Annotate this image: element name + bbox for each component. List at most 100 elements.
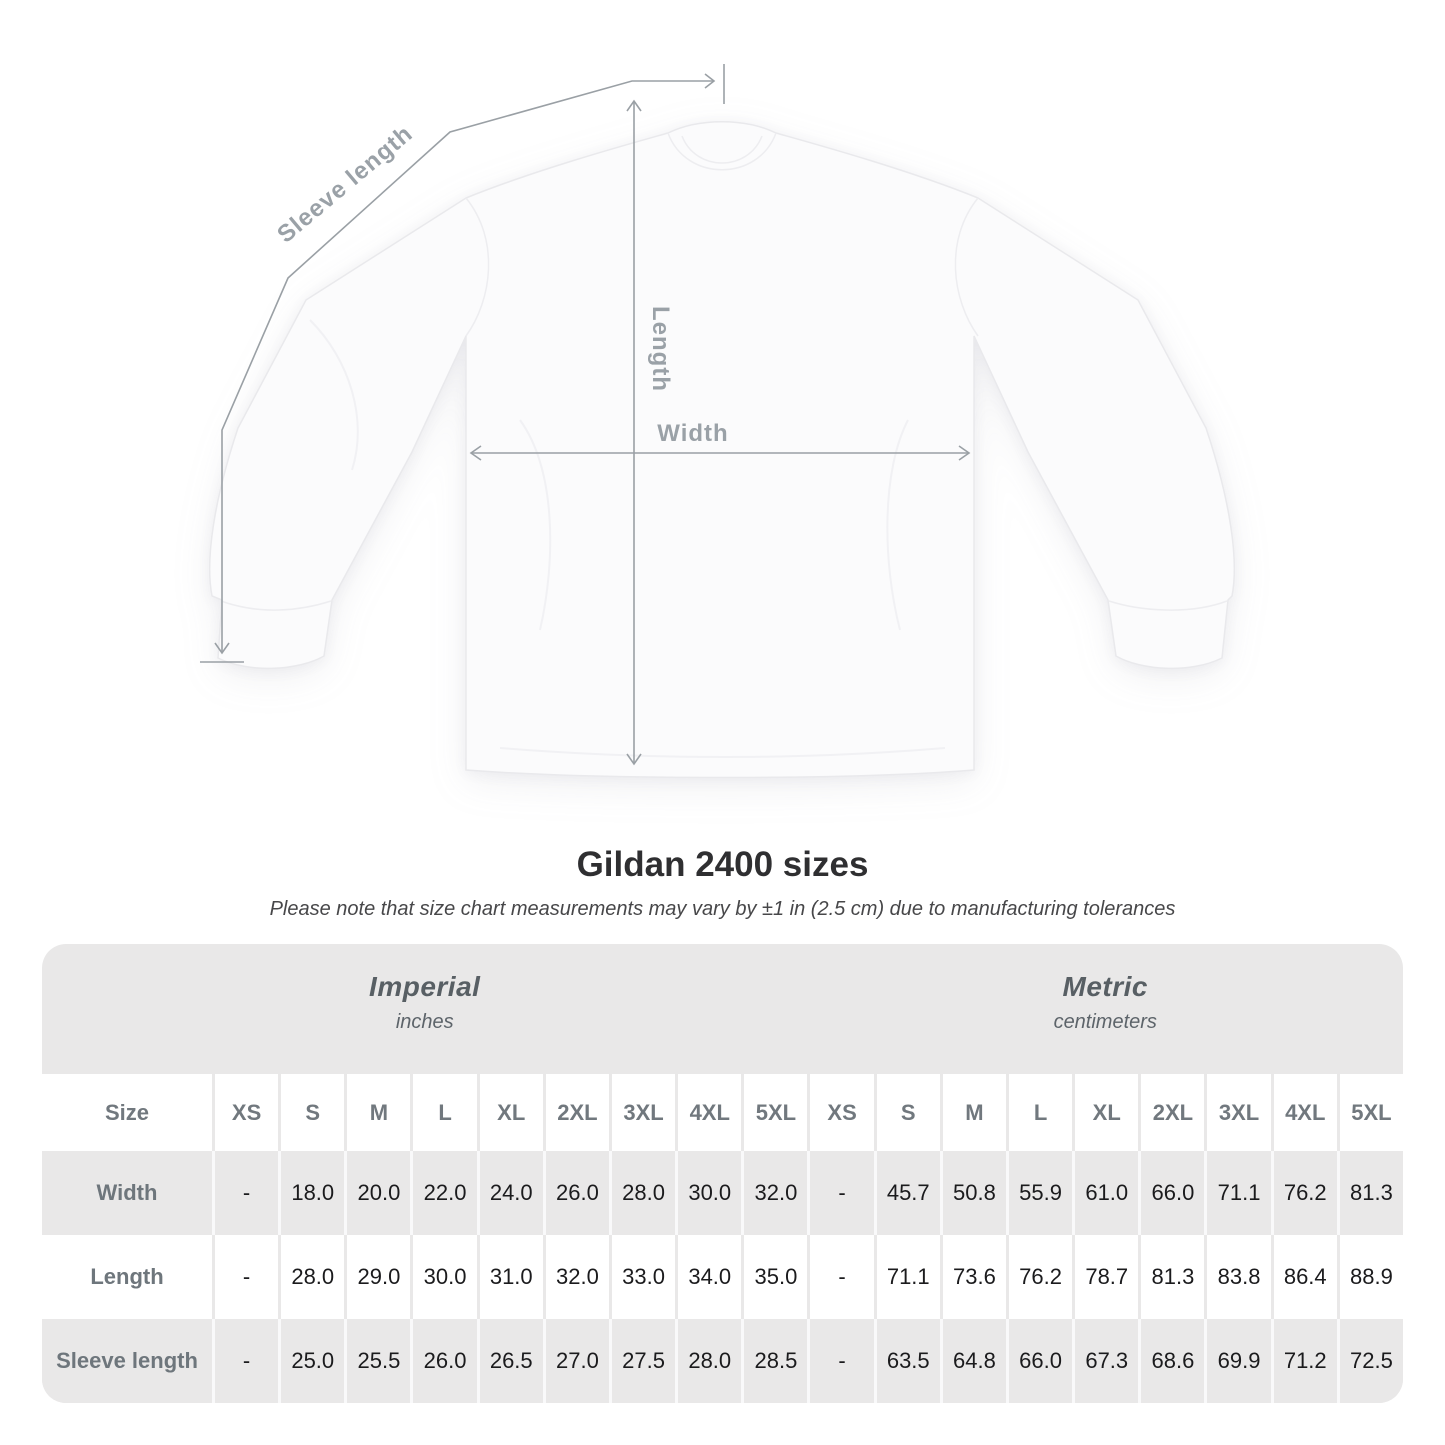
value-cell: 55.9: [1005, 1151, 1072, 1235]
value-cell: 71.2: [1270, 1319, 1337, 1403]
value-cell: 72.5: [1336, 1319, 1403, 1403]
size-column-header: 2XL: [542, 1074, 609, 1151]
value-cell: 88.9: [1336, 1235, 1403, 1319]
value-cell: 45.7: [873, 1151, 940, 1235]
value-cell: 26.0: [410, 1319, 476, 1403]
size-table: Imperial inches Metric centimeters Size …: [42, 944, 1403, 1403]
row-label: Length: [90, 1264, 164, 1289]
value-cell: 31.0: [476, 1235, 543, 1319]
length-label: Length: [647, 306, 674, 392]
imperial-group-title: Imperial: [369, 971, 481, 1002]
value-cell: 28.5: [741, 1319, 807, 1403]
width-arrowhead-right: [958, 445, 971, 461]
measurement-row: Width -18.0 20.0 22.0 24.0 26.0 28.0 30.0 32.0-4…: [42, 1151, 1403, 1235]
width-label: Width: [657, 420, 728, 447]
size-column-header: 3XL: [1204, 1074, 1270, 1151]
value-cell: 67.3: [1072, 1319, 1138, 1403]
width-arrowhead-left: [469, 445, 482, 461]
metric-group-header: Metric centimeters: [808, 944, 1404, 1074]
sleeve-measure-line: [221, 80, 714, 652]
right-cuff-seam: [1108, 600, 1228, 611]
length-arrowhead-up: [626, 99, 642, 112]
value-cell: 83.8: [1204, 1235, 1270, 1319]
tolerance-note: Please note that size chart measurements…: [269, 897, 1176, 920]
value-cell: 26.0: [542, 1151, 609, 1235]
value-cell: 76.2: [1270, 1151, 1337, 1235]
sleeve-arrowhead-down: [214, 642, 230, 655]
shirt-illustration: [208, 121, 1236, 779]
collar-inner: [681, 135, 763, 164]
caption: Gildan 2400 sizes Please note that size …: [0, 845, 1445, 921]
measurement-row: Sleeve length -25.0 25.5 26.0 26.5 27.0 27.5 28…: [42, 1319, 1403, 1403]
measurement-row: Length -28.0 29.0 30.0 31.0 32.0 33.0 34.0 35.0-…: [42, 1235, 1403, 1319]
left-armhole-seam: [465, 197, 490, 337]
shirt-body: [208, 121, 1236, 779]
width-measure: Width: [469, 420, 971, 461]
sleeve-fold: [309, 319, 359, 471]
value-cell: 78.7: [1072, 1235, 1138, 1319]
body-fold-right: [886, 419, 909, 631]
left-cuff-seam: [220, 600, 332, 611]
size-column-header: XL: [476, 1074, 543, 1151]
size-column-header: 4XL: [1270, 1074, 1337, 1151]
value-cell: 63.5: [873, 1319, 940, 1403]
value-cell: 27.0: [542, 1319, 609, 1403]
value-cell: 76.2: [1005, 1235, 1072, 1319]
size-column-header: 2XL: [1138, 1074, 1204, 1151]
value-cell: 86.4: [1270, 1235, 1337, 1319]
size-column-header: XS: [212, 1074, 278, 1151]
value-cell: 66.0: [1138, 1151, 1204, 1235]
value-cell: 18.0: [278, 1151, 344, 1235]
size-column-header: S: [873, 1074, 940, 1151]
length-arrowhead-down: [626, 753, 642, 766]
value-cell: 28.0: [278, 1235, 344, 1319]
value-cell: 30.0: [410, 1235, 476, 1319]
value-cell: 26.5: [476, 1319, 543, 1403]
right-armhole-seam: [954, 197, 979, 337]
size-column-header: 5XL: [1336, 1074, 1403, 1151]
value-cell: 29.0: [344, 1235, 410, 1319]
value-cell: 25.0: [278, 1319, 344, 1403]
size-header-row: Size XS S M L XL 2XL 3XL 4XL 5XL XS S M L XL 2XL 3XL 4XL…: [42, 1074, 1403, 1151]
page-title: Gildan 2400 sizes: [576, 845, 869, 884]
shirt-diagram: Sleeve length Length Width: [200, 64, 1236, 779]
length-measure: Length: [626, 99, 674, 766]
value-cell: -: [807, 1235, 873, 1319]
body-fold-left: [519, 419, 552, 631]
value-cell: 73.6: [939, 1235, 1006, 1319]
value-cell: -: [807, 1319, 873, 1403]
value-cell: 27.5: [608, 1319, 675, 1403]
imperial-group-header: Imperial inches: [42, 944, 808, 1074]
value-cell: 24.0: [476, 1151, 543, 1235]
value-cell: 30.0: [675, 1151, 741, 1235]
size-column-header: 4XL: [675, 1074, 741, 1151]
value-cell: 68.6: [1138, 1319, 1204, 1403]
value-cell: 64.8: [939, 1319, 1006, 1403]
value-cell: 28.0: [675, 1319, 741, 1403]
value-cell: 71.1: [1204, 1151, 1270, 1235]
metric-group-title: Metric: [1062, 971, 1148, 1002]
size-column-header: M: [344, 1074, 410, 1151]
size-column-header: L: [1005, 1074, 1072, 1151]
value-cell: -: [212, 1151, 278, 1235]
value-cell: 66.0: [1005, 1319, 1072, 1403]
value-cell: 34.0: [675, 1235, 741, 1319]
size-header-label: Size: [104, 1099, 150, 1125]
value-cell: 33.0: [608, 1235, 675, 1319]
metric-group-unit: centimeters: [1053, 1011, 1157, 1033]
row-label: Sleeve length: [56, 1348, 198, 1373]
value-cell: 25.5: [344, 1319, 410, 1403]
value-cell: 50.8: [939, 1151, 1006, 1235]
size-column-header: M: [939, 1074, 1006, 1151]
size-column-header: 5XL: [741, 1074, 807, 1151]
size-column-header: XS: [807, 1074, 873, 1151]
hem-fold: [499, 747, 946, 758]
size-column-header: XL: [1072, 1074, 1138, 1151]
size-column-header: 3XL: [608, 1074, 675, 1151]
unit-group-header-row: Imperial inches Metric centimeters: [42, 944, 1403, 1074]
value-cell: 71.1: [873, 1235, 940, 1319]
row-label: Width: [96, 1180, 158, 1205]
value-cell: -: [212, 1235, 278, 1319]
value-cell: -: [807, 1151, 873, 1235]
